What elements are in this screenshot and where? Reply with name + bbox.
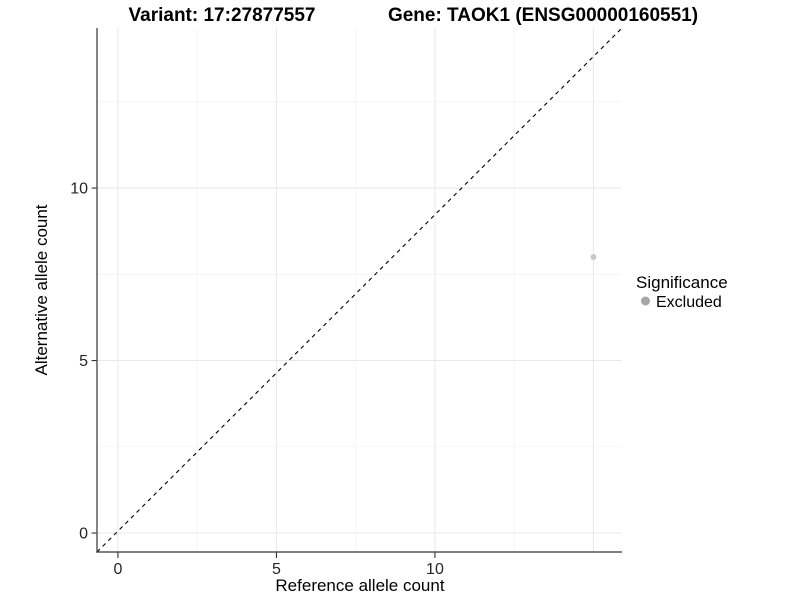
plot-title-gene: Gene: TAOK1 (ENSG00000160551) — [388, 5, 698, 26]
legend-label-excluded: Excluded — [656, 294, 722, 311]
y-tick-label: 10 — [70, 181, 88, 198]
legend: Significance Excluded — [636, 273, 728, 311]
x-axis-title: Reference allele count — [275, 576, 444, 595]
data-point — [590, 254, 597, 261]
x-tick-label: 5 — [272, 561, 281, 578]
y-tick-label: 5 — [79, 353, 88, 370]
identity-line — [96, 27, 623, 553]
grid-minor — [97, 28, 622, 552]
data-points — [590, 254, 597, 261]
reference-line-group — [96, 27, 623, 553]
axis-ticks: 0 5 10 0 5 10 — [70, 181, 444, 578]
y-tick-label: 0 — [79, 526, 88, 543]
legend-title: Significance — [636, 273, 728, 292]
grid-major — [97, 28, 622, 552]
legend-key-excluded-icon — [641, 296, 650, 306]
x-tick-label: 0 — [113, 561, 122, 578]
plot-title-variant: Variant: 17:27877557 — [129, 5, 316, 26]
y-axis-title: Alternative allele count — [32, 204, 51, 375]
x-tick-label: 10 — [426, 561, 444, 578]
